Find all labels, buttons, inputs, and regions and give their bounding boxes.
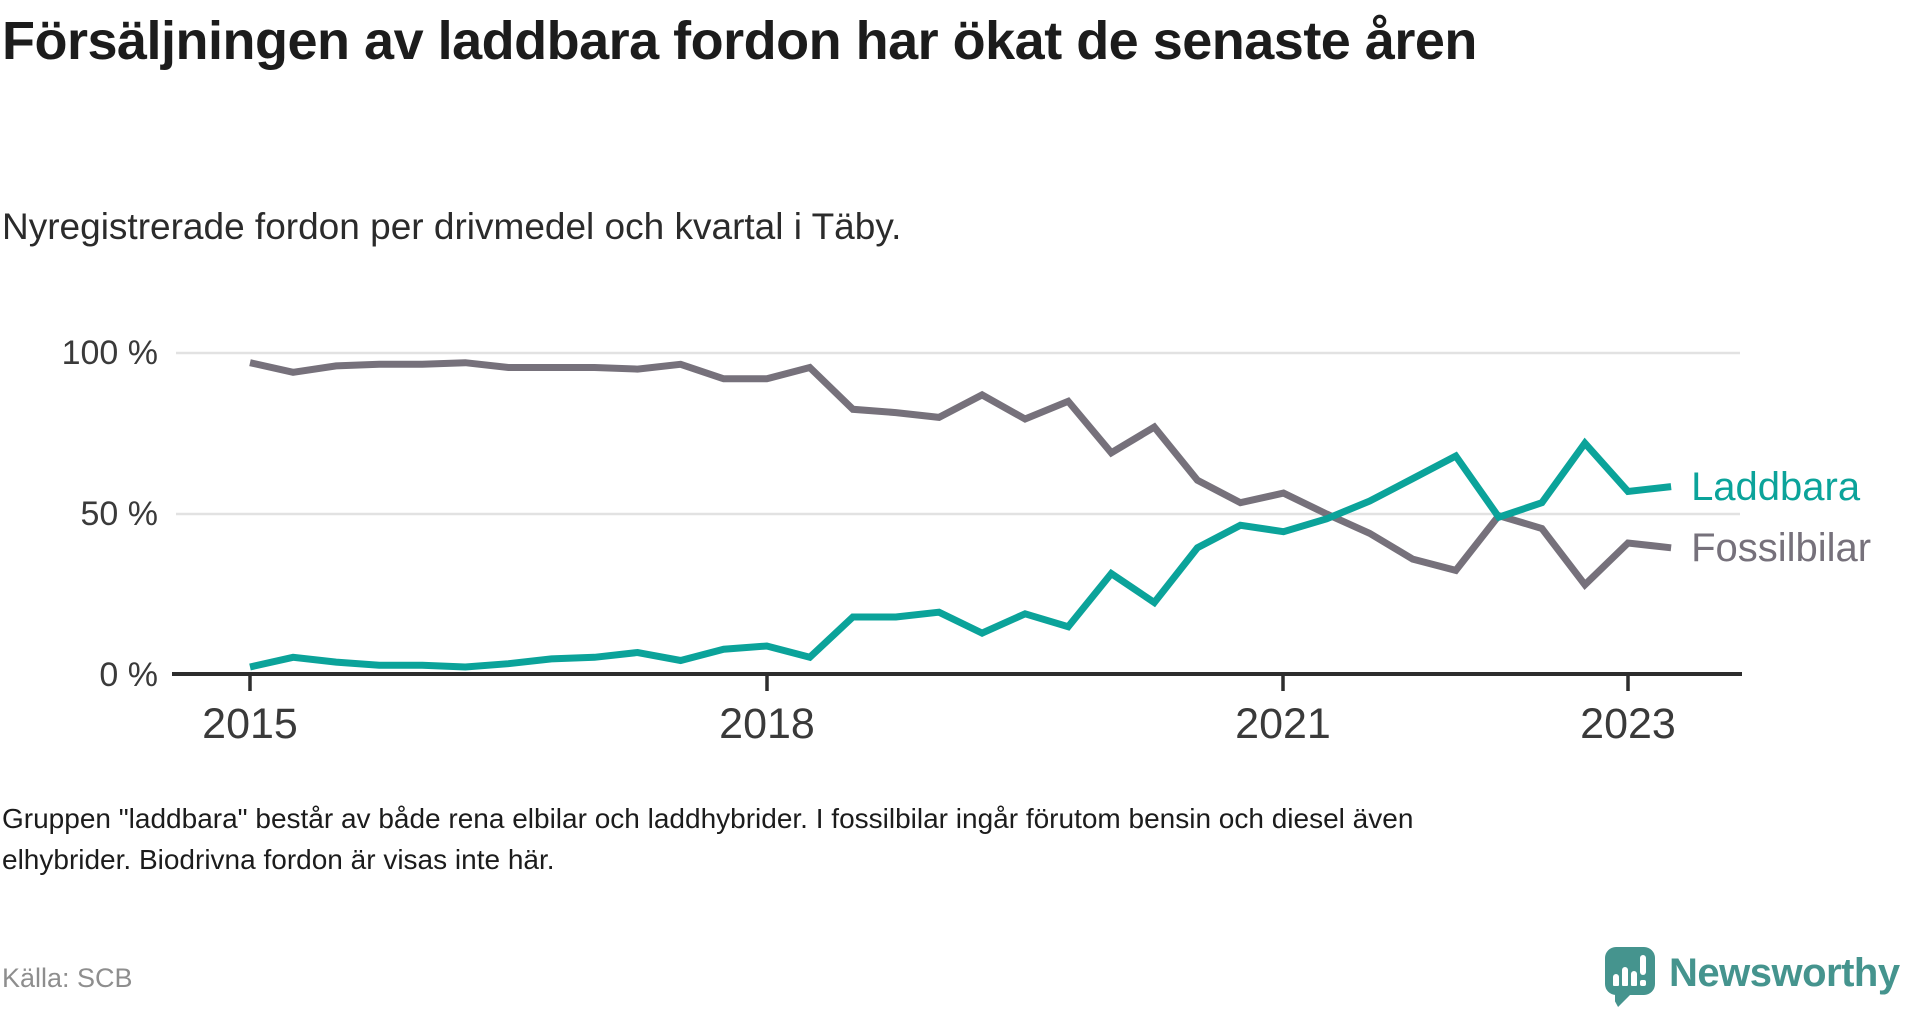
logo-bar-2 (1622, 967, 1628, 986)
logo-bubble-tail (1615, 993, 1632, 1007)
y-axis-label-50: 50 % (80, 495, 159, 533)
footnote-line-2: elhybrider. Biodrivna fordon är visas in… (2, 843, 555, 875)
newsworthy-logo: Newsworthy (1605, 945, 1900, 1007)
brand-name: Newsworthy (1669, 951, 1900, 995)
bar-chart-bubble-icon (1605, 947, 1655, 1007)
source-note: Källa: SCB (2, 963, 133, 993)
footnote: Gruppen "laddbara" består av både rena e… (2, 799, 1522, 880)
x-axis-label-2021: 2021 (1235, 700, 1331, 748)
y-axis-label-100: 100 % (61, 334, 158, 372)
y-axis-label-0: 0 % (99, 656, 158, 694)
page-title: Försäljningen av laddbara fordon har öka… (2, 11, 1477, 71)
fossilbilar-line (249, 359, 1672, 591)
logo-bar-1 (1613, 974, 1619, 986)
laddbara-series-label: Laddbara (1691, 464, 1861, 509)
x-axis-label-2023: 2023 (1580, 700, 1676, 748)
laddbara-line (249, 437, 1672, 671)
x-axis-ticks (248, 676, 1630, 691)
footnote-line-1: Gruppen "laddbara" består av både rena e… (2, 803, 1414, 834)
x-axis-label-2018: 2018 (719, 700, 815, 748)
logo-bar-3 (1631, 971, 1637, 986)
fossilbilar-series-label: Fossilbilar (1691, 525, 1872, 570)
logo-exclamation-dot (1640, 980, 1646, 986)
chart-subtitle: Nyregistrerade fordon per drivmedel och … (2, 206, 902, 247)
logo-exclamation-bar (1640, 955, 1646, 975)
x-axis-label-2015: 2015 (202, 700, 298, 748)
